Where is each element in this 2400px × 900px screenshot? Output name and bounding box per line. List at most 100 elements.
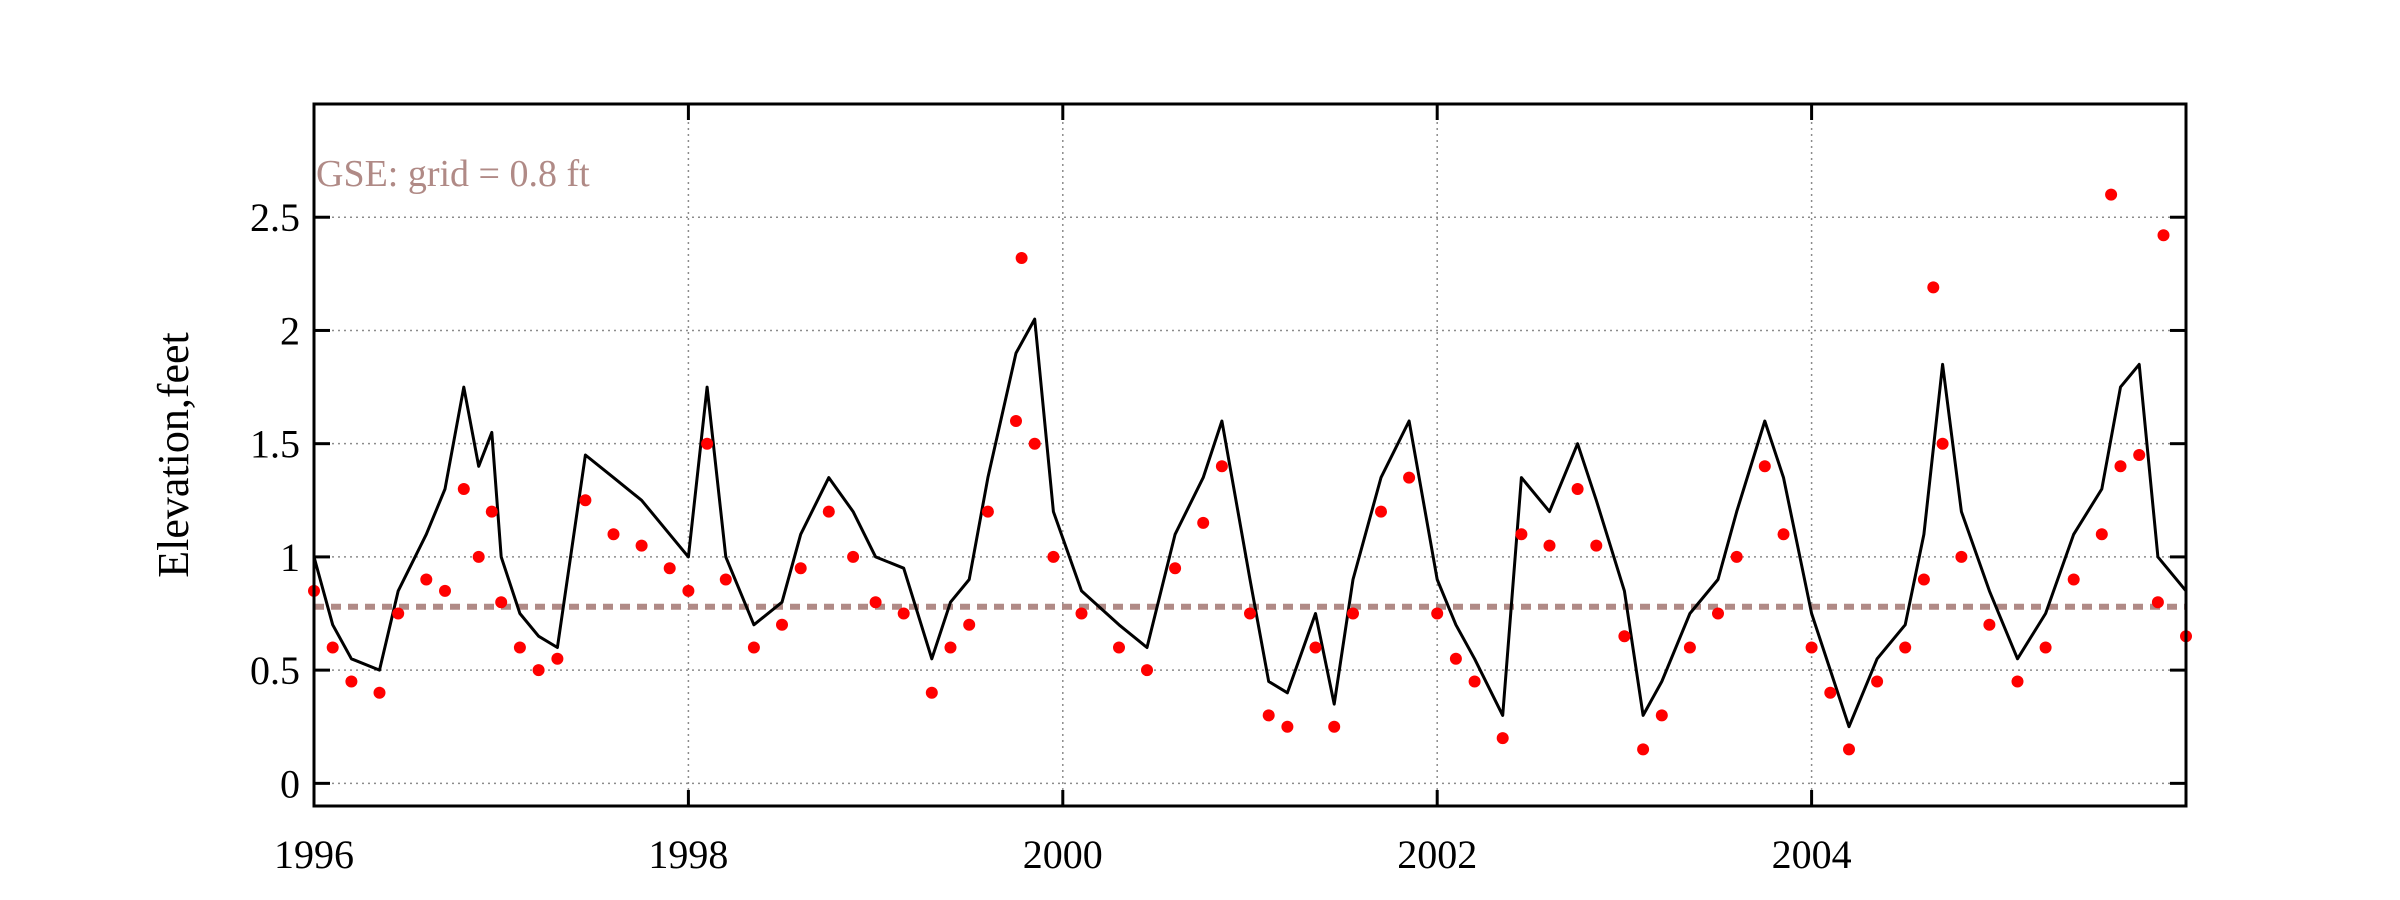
observed-point xyxy=(513,641,526,654)
observed-point xyxy=(963,618,976,631)
observed-point xyxy=(485,505,498,518)
observed-point xyxy=(345,675,358,688)
observed-point xyxy=(1955,550,1968,563)
observed-point xyxy=(1618,630,1631,643)
observed-point xyxy=(439,584,451,597)
plot-frame xyxy=(312,102,2188,808)
observed-point xyxy=(869,596,882,609)
grid-annotation: GSE: grid = 0.8 ft xyxy=(316,153,590,195)
observed-point xyxy=(326,641,339,654)
observed-point xyxy=(1113,641,1125,654)
observed-point xyxy=(682,584,695,597)
observed-point xyxy=(2067,573,2080,586)
y-tick-label: 1 xyxy=(280,535,300,580)
x-tick-label: 2004 xyxy=(1772,832,1852,877)
observed-point xyxy=(1805,641,1818,654)
observed-point xyxy=(1712,607,1724,620)
observed-point xyxy=(847,550,860,563)
observed-point xyxy=(1347,607,1359,620)
y-tick-labels: 0 0.5 1 1.5 2 2.5 xyxy=(250,195,300,806)
observed-series xyxy=(308,188,2192,756)
observed-point xyxy=(1449,652,1462,665)
observed-point xyxy=(472,550,485,563)
observed-point xyxy=(1244,607,1256,620)
observed-point xyxy=(663,562,676,575)
observed-point xyxy=(1468,675,1481,688)
y-tick-label: 2 xyxy=(280,308,300,353)
observed-point xyxy=(822,505,835,518)
grid-lines xyxy=(313,104,2186,806)
simulated-elevation-line xyxy=(312,317,2188,729)
observed-point xyxy=(1683,641,1696,654)
observed-point xyxy=(373,686,386,699)
observed-point xyxy=(1309,641,1322,654)
y-tick-label: 0.5 xyxy=(250,648,300,693)
observed-point xyxy=(495,596,508,609)
observed-point xyxy=(392,607,405,620)
observed-point xyxy=(1983,618,1996,631)
observed-point xyxy=(2157,229,2170,242)
observed-point xyxy=(1197,516,1210,529)
x-tick-label: 2000 xyxy=(1023,832,1103,877)
observed-point xyxy=(579,494,592,507)
observed-point xyxy=(1571,483,1584,495)
x-tick-labels: 1996 1998 2000 2002 2004 xyxy=(274,832,1852,877)
tick-marks xyxy=(312,104,2186,806)
observed-point xyxy=(925,686,938,699)
simulated-series xyxy=(312,317,2188,729)
observed-point xyxy=(1777,528,1790,541)
observed-point xyxy=(1543,539,1556,552)
observed-point xyxy=(776,618,788,631)
observed-point xyxy=(1655,709,1668,722)
x-tick-label: 1998 xyxy=(648,832,728,877)
observed-point xyxy=(1515,528,1528,541)
observed-point xyxy=(1028,437,1041,450)
observed-point xyxy=(1403,471,1416,484)
observed-point xyxy=(1075,607,1088,620)
observed-point xyxy=(1431,607,1444,620)
observed-point xyxy=(1899,641,1912,654)
observed-point xyxy=(532,664,545,677)
y-tick-label: 2.5 xyxy=(250,195,300,240)
observed-point xyxy=(1328,720,1341,733)
observed-point xyxy=(1015,252,1028,264)
observed-point xyxy=(1758,460,1771,473)
observed-point xyxy=(1730,550,1743,563)
observed-point xyxy=(981,505,994,518)
observed-point xyxy=(1936,437,1949,450)
observed-point xyxy=(2095,528,2108,541)
observed-point xyxy=(2151,596,2164,609)
x-tick-label: 2002 xyxy=(1397,832,1477,877)
observed-point xyxy=(457,483,470,495)
observed-point xyxy=(2133,449,2146,461)
observed-point xyxy=(551,652,564,665)
observed-point xyxy=(2011,675,2024,688)
y-tick-label: 1.5 xyxy=(250,422,300,467)
observed-point xyxy=(719,573,732,586)
observed-point xyxy=(1637,743,1650,756)
observed-point xyxy=(794,562,807,575)
x-tick-label: 1996 xyxy=(274,832,354,877)
observed-point xyxy=(1496,732,1509,745)
observed-point xyxy=(1215,460,1228,473)
observed-point xyxy=(2114,460,2127,473)
observed-point xyxy=(607,528,620,541)
observed-point xyxy=(2039,641,2052,654)
observed-point xyxy=(1843,743,1855,756)
observed-point xyxy=(1871,675,1884,688)
observed-point xyxy=(1262,709,1275,722)
observed-point xyxy=(944,641,957,654)
observed-point xyxy=(747,641,760,654)
observed-point xyxy=(1590,539,1603,552)
observed-point xyxy=(1824,686,1837,699)
observed-point xyxy=(701,437,714,450)
observed-point xyxy=(1047,550,1060,563)
observed-point xyxy=(897,607,910,620)
observed-point xyxy=(1169,562,1182,575)
observed-point xyxy=(1375,505,1387,518)
observed-point xyxy=(1917,573,1930,586)
observed-point xyxy=(2105,188,2118,201)
observed-point xyxy=(420,573,433,586)
